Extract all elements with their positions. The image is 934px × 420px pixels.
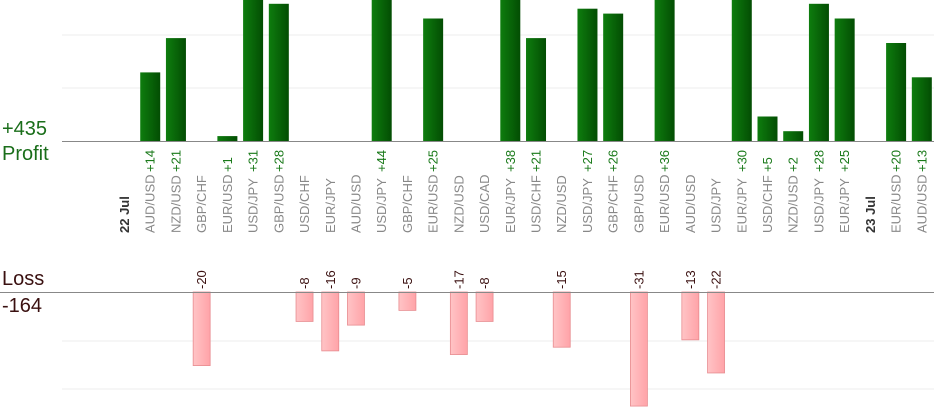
loss-bar	[707, 291, 725, 374]
category-label: EUR/JPY	[734, 178, 749, 233]
profit-bar	[268, 3, 289, 141]
category-label: GBP/CHF	[194, 175, 209, 233]
category-label: USD/JPY	[580, 178, 595, 233]
category-label: GBP/USD	[271, 174, 286, 233]
category-label: USD/JPY	[709, 178, 724, 233]
profit-value-label: +30	[734, 150, 749, 172]
category-label: EUR/USD	[220, 174, 235, 233]
profit-bar	[808, 3, 829, 141]
loss-bar	[475, 291, 494, 322]
category-label: USD/JPY	[246, 178, 261, 233]
loss-bar	[192, 291, 211, 366]
profit-bar	[757, 116, 778, 141]
category-label: NZD/USD	[554, 175, 569, 233]
category-label: EUR/USD	[657, 174, 672, 233]
date-label: 22 Jul	[117, 196, 132, 233]
profit-bar	[423, 18, 444, 141]
loss-bar	[449, 291, 468, 355]
profit-value-label: +44	[374, 150, 389, 172]
loss-total: -164	[2, 295, 43, 317]
loss-bar	[295, 291, 314, 322]
profit-value-label: +21	[529, 150, 544, 172]
category-label: NZD/USD	[786, 175, 801, 233]
loss-value-label: -9	[348, 277, 363, 289]
profit-value-label: +25	[426, 150, 441, 172]
category-label: EUR/JPY	[323, 178, 338, 233]
category-label: USD/CHF	[529, 175, 544, 233]
profit-value-label: +31	[246, 150, 261, 172]
loss-bar	[552, 291, 571, 348]
category-label: AUD/USD	[348, 174, 363, 233]
category-label: USD/JPY	[811, 178, 826, 233]
loss-value-label: -5	[400, 277, 415, 289]
category-label: NZD/USD	[451, 175, 466, 233]
category-label: EUR/JPY	[837, 178, 852, 233]
loss-value-label: -20	[194, 270, 209, 289]
category-label: USD/CAD	[477, 174, 492, 233]
loss-bar	[321, 291, 340, 352]
loss-value-label: -31	[631, 270, 646, 289]
category-label: AUD/USD	[683, 174, 698, 233]
category-label: AUD/USD	[914, 174, 929, 233]
profit-value-label: +36	[657, 150, 672, 172]
category-label: EUR/USD	[426, 174, 441, 233]
date-label: 23 Jul	[863, 196, 878, 233]
profit-bar	[526, 38, 547, 141]
loss-value-label: -22	[709, 270, 724, 289]
profit-bar	[217, 136, 238, 141]
loss-value-label: -13	[683, 270, 698, 289]
loss-bar	[347, 291, 365, 326]
category-label: GBP/USD	[631, 174, 646, 233]
loss-value-label: -15	[554, 270, 569, 289]
profit-bar	[500, 0, 521, 141]
loss-bar	[681, 291, 700, 341]
profit-bar	[834, 18, 855, 141]
profit-label: Profit	[2, 143, 49, 165]
category-label: NZD/USD	[168, 175, 183, 233]
profit-value-label: +13	[914, 150, 929, 172]
category-label: AUD/USD	[143, 174, 158, 233]
profit-bar	[911, 77, 932, 141]
profit-bar	[603, 13, 624, 142]
category-label: EUR/JPY	[503, 178, 518, 233]
category-label: USD/CHF	[760, 175, 775, 233]
profit-value-label: +25	[837, 150, 852, 172]
profit-bar	[165, 38, 186, 141]
profit-value-label: +38	[503, 150, 518, 172]
profit-value-label: +21	[168, 150, 183, 172]
profit-bar	[783, 131, 804, 141]
category-label: USD/JPY	[374, 178, 389, 233]
profit-value-label: +28	[811, 150, 826, 172]
profit-value-label: +5	[760, 157, 775, 172]
loss-value-label: -8	[297, 277, 312, 289]
profit-value-label: +2	[786, 157, 801, 172]
profit-bar	[140, 72, 161, 141]
profit-bar	[886, 43, 907, 141]
profit-bar	[577, 8, 598, 142]
category-label: GBP/CHF	[400, 175, 415, 233]
loss-bar	[630, 291, 648, 407]
profit-value-label: +27	[580, 150, 595, 172]
loss-bar	[398, 291, 417, 311]
category-label: GBP/CHF	[606, 175, 621, 233]
profit-bar	[243, 0, 264, 141]
profit-bar	[731, 0, 752, 141]
loss-value-label: -8	[477, 277, 492, 289]
loss-label: Loss	[2, 268, 45, 290]
profit-value-label: +28	[271, 150, 286, 172]
profit-bar	[371, 0, 392, 141]
category-label: EUR/USD	[889, 174, 904, 233]
profit-value-label: +1	[220, 157, 235, 172]
profit-total: +435	[2, 118, 48, 140]
loss-value-label: -16	[323, 270, 338, 289]
profit-value-label: +14	[143, 150, 158, 172]
profit-bar	[654, 0, 675, 141]
profit-value-label: +26	[606, 150, 621, 172]
profit-value-label: +20	[889, 150, 904, 172]
category-label: USD/CHF	[297, 175, 312, 233]
loss-value-label: -17	[451, 270, 466, 289]
